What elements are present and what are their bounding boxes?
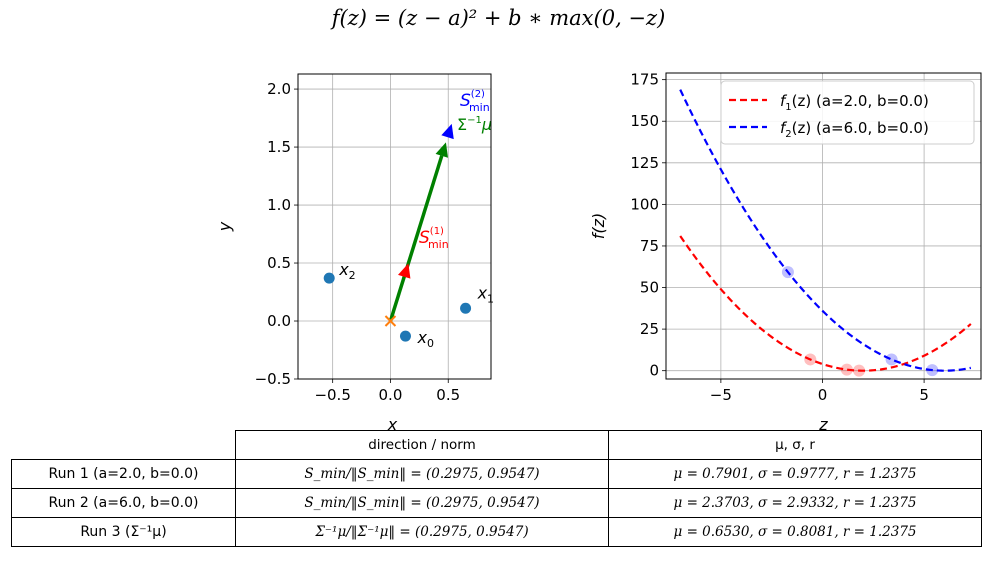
row-stats: μ = 2.3703, σ = 2.9332, r = 1.2375 <box>608 488 982 518</box>
table-row: Run 3 (Σ⁻¹μ) Σ⁻¹μ/‖Σ⁻¹μ‖ = (0.2975, 0.95… <box>11 517 982 547</box>
axes-frame <box>297 73 492 380</box>
arrow-label-sigma-inv-mu: Σ−1μ <box>457 115 492 134</box>
table-header-stats: μ, σ, r <box>608 430 982 460</box>
plot-area <box>323 123 472 342</box>
y-tick-label: 125 <box>630 154 659 172</box>
y-tick-label: −0.5 <box>255 370 291 388</box>
y-tick-label: 150 <box>630 112 659 130</box>
point-label: x0 <box>416 328 433 350</box>
point-label: x2 <box>338 260 355 282</box>
series-marker-f_1 <box>804 353 817 366</box>
arrow-shaft-sigma-inv-mu <box>388 155 444 322</box>
y-tick-label: 0.0 <box>267 312 291 330</box>
x-tick-label: 5 <box>919 386 929 404</box>
y-tick-label: 1.0 <box>267 196 291 214</box>
legend-label-f_1: f1(z) (a=2.0, b=0.0) <box>780 92 929 113</box>
row-direction: S_min/‖S_min‖ = (0.2975, 0.9547) <box>235 488 609 518</box>
arrow-head-s-min-2 <box>441 123 454 140</box>
y-tick-label: 175 <box>630 71 659 89</box>
plot-area <box>679 89 972 377</box>
figure-title: f(z) = (z − a)² + b ∗ max(0, −z) <box>331 6 666 30</box>
series-line-f_1 <box>679 235 972 372</box>
row-direction: S_min/‖S_min‖ = (0.2975, 0.9547) <box>235 459 609 489</box>
y-tick-label: 50 <box>640 279 659 297</box>
y-axis-label: y <box>215 221 234 232</box>
row-stats: μ = 0.6530, σ = 0.8081, r = 1.2375 <box>608 517 982 547</box>
series-marker-f_2 <box>781 266 794 279</box>
x-tick-label: −0.5 <box>314 386 350 404</box>
results-table: direction / norm μ, σ, r Run 1 (a=2.0, b… <box>11 430 982 547</box>
x-tick-label: 0 <box>818 386 828 404</box>
y-tick-label: 1.5 <box>267 138 291 156</box>
table-header-empty <box>11 430 236 460</box>
data-point <box>460 302 472 314</box>
x-tick-label: −5 <box>710 386 732 404</box>
y-axis-label: f(z) <box>589 213 608 240</box>
data-point <box>399 330 411 342</box>
series-marker-f_1 <box>840 363 853 376</box>
legend-box <box>720 80 975 145</box>
table-header-row: direction / norm μ, σ, r <box>11 430 982 460</box>
x-tick-label: 0.0 <box>379 386 403 404</box>
y-tick-label: 0 <box>649 362 659 380</box>
y-tick-label: 100 <box>630 195 659 213</box>
y-tick-label: 25 <box>640 320 659 338</box>
x-tick-label: 0.5 <box>436 386 460 404</box>
axes-frame <box>665 72 982 380</box>
y-tick-label: 2.0 <box>267 80 291 98</box>
table-header-direction: direction / norm <box>235 430 609 460</box>
origin-marker <box>384 315 397 327</box>
data-point <box>323 272 335 284</box>
x-axis-label: x <box>387 415 398 430</box>
series-line-f_2 <box>679 89 972 372</box>
x-axis-label: z <box>818 415 828 430</box>
table-row: Run 2 (a=6.0, b=0.0) S_min/‖S_min‖ = (0.… <box>11 488 982 518</box>
y-tick-label: 0.5 <box>267 254 291 272</box>
legend: f1(z) (a=2.0, b=0.0) f2(z) (a=6.0, b=0.0) <box>720 80 975 145</box>
grid-lines <box>298 74 491 379</box>
arrow-label-s-min-2: S(2) min <box>460 89 490 114</box>
series-marker-f_1 <box>853 364 866 377</box>
row-label: Run 2 (a=6.0, b=0.0) <box>11 488 236 518</box>
row-label: Run 3 (Σ⁻¹μ) <box>11 517 236 547</box>
table-row: Run 1 (a=2.0, b=0.0) S_min/‖S_min‖ = (0.… <box>11 459 982 489</box>
row-stats: μ = 0.7901, σ = 0.9777, r = 1.2375 <box>608 459 982 489</box>
series-marker-f_2 <box>926 364 939 377</box>
arrow-label-s-min-1: S(1) min <box>419 226 449 251</box>
legend-label-f_2: f2(z) (a=6.0, b=0.0) <box>780 119 929 140</box>
y-tick-label: 75 <box>640 237 659 255</box>
row-direction: Σ⁻¹μ/‖Σ⁻¹μ‖ = (0.2975, 0.9547) <box>235 517 609 547</box>
series-marker-f_2 <box>885 353 898 366</box>
arrow-head-sigma-inv-mu <box>435 142 448 158</box>
row-label: Run 1 (a=2.0, b=0.0) <box>11 459 236 489</box>
arrow-head-s-min-1 <box>398 263 411 279</box>
